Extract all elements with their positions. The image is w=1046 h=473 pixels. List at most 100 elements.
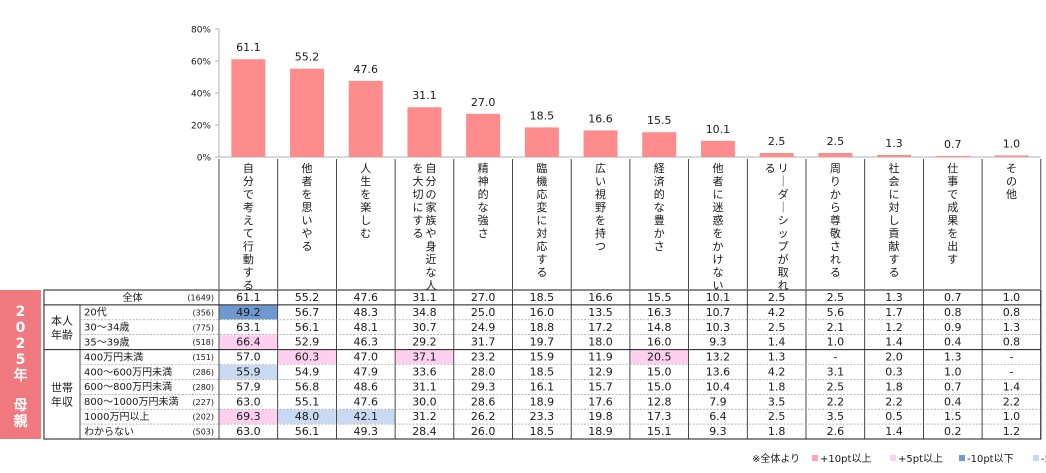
category-char: な <box>478 201 489 214</box>
row-n: (775) <box>192 323 214 332</box>
table-cell-value: 31.2 <box>412 410 437 423</box>
row-label: 全体 <box>123 291 143 304</box>
category-char: か <box>712 240 723 253</box>
category-char: 的 <box>654 187 665 201</box>
category-char: 行 <box>243 240 254 253</box>
table-cell-value: 10.7 <box>706 306 731 319</box>
table-cell-value: 25.0 <box>471 306 496 319</box>
table-cell-value: 2.2 <box>1003 395 1021 408</box>
table-cell-value: 1.4 <box>768 336 786 349</box>
category-char: 仕 <box>947 162 958 175</box>
category-char: る <box>889 266 900 279</box>
category-char: 他 <box>302 162 313 175</box>
category-char: 取 <box>778 266 789 279</box>
legend-label: +5pt以上 <box>898 453 943 465</box>
category-char: れ <box>830 253 841 266</box>
category-char: し <box>360 214 371 227</box>
row-label: 20代 <box>84 307 107 319</box>
category-char: 臨 <box>536 162 547 175</box>
legend-prefix: ※全体より <box>752 452 800 465</box>
table-cell-value: 42.1 <box>354 410 379 423</box>
category-char: シ <box>778 214 789 227</box>
legend-swatch <box>1033 455 1039 461</box>
table-cell-value: 1.0 <box>1003 291 1021 304</box>
table-cell-value: 15.7 <box>588 380 613 393</box>
category-char: な <box>654 201 665 214</box>
category-char: 迷 <box>712 201 723 214</box>
category-char: 機 <box>536 174 547 188</box>
table-cell-value: 20.5 <box>647 351 672 364</box>
table-cell-value: 15.0 <box>647 380 672 393</box>
table-cell-value: 47.6 <box>354 291 379 304</box>
table-cell-value: 9.3 <box>709 336 727 349</box>
row-n: (286) <box>192 368 214 377</box>
category-char: ら <box>830 201 841 214</box>
table-cell-value: 16.6 <box>588 291 613 304</box>
category-char: 惑 <box>712 213 723 227</box>
highlight-cell <box>336 409 395 424</box>
category-char: 貢 <box>889 227 900 240</box>
table-cell-value: 7.9 <box>709 395 727 408</box>
category-char: 事 <box>947 175 958 188</box>
category-char: で <box>947 188 958 201</box>
row-label: 800～1000万円未満 <box>84 396 179 408</box>
table-cell-value: 28.0 <box>471 366 496 379</box>
table-cell-value: 12.8 <box>647 395 672 408</box>
table-cell-value: 1.3 <box>1003 321 1021 334</box>
bar-value-label: 1.3 <box>885 137 903 150</box>
category-char: 楽 <box>360 201 371 214</box>
table-cell-value: 16.1 <box>530 380 555 393</box>
table-cell-value: 13.5 <box>588 306 613 319</box>
legend-label: +10pt以上 <box>820 453 871 465</box>
y-tick-label: 60% <box>191 58 211 68</box>
category-char: に <box>412 201 423 214</box>
table-cell-value: 31.1 <box>412 380 437 393</box>
category-char: さ <box>830 240 841 253</box>
category-char: で <box>243 188 254 201</box>
table-cell-value: 47.9 <box>354 366 379 379</box>
category-char: さ <box>478 227 489 240</box>
table-cell-value: 15.5 <box>647 291 672 304</box>
table-cell-value: 0.3 <box>885 366 903 379</box>
side-label-box <box>0 290 41 439</box>
category-char: 人 <box>360 162 371 175</box>
row-n: (518) <box>192 338 214 347</box>
table-cell-value: 18.8 <box>530 321 555 334</box>
category-char: 社 <box>889 161 900 175</box>
table-row: 30～34歳 (775) 63.1 56.1 48.1 30.7 24.9 18.8 17.2 1… <box>84 321 1020 334</box>
table-cell-value: 49.2 <box>236 306 261 319</box>
category-char: 済 <box>654 174 665 188</box>
table-row: 400～600万円未満 (286) 55.9 54.9 47.9 33.6 28.0 18.5… <box>84 365 1013 379</box>
category-char: 人 <box>425 279 436 292</box>
table-cell-value: 56.7 <box>295 306 320 319</box>
table-cell-value: 3.5 <box>827 410 845 423</box>
category-char: や <box>425 227 436 240</box>
category-char: 出 <box>947 239 958 253</box>
side-label-char: 母 <box>14 398 28 414</box>
table-cell-value: - <box>1009 351 1013 364</box>
category-char: プ <box>778 240 789 253</box>
table-cell-value: 6.4 <box>709 410 727 423</box>
highlight-cell <box>219 365 278 379</box>
category-char: ダ <box>778 187 789 201</box>
side-label-char: 0 <box>16 320 26 336</box>
group-label-line: 年齢 <box>51 327 73 341</box>
table-cell-value: 63.0 <box>236 395 261 408</box>
table-cell-value: 1.5 <box>944 410 962 423</box>
table-cell-value: 1.0 <box>1003 410 1021 423</box>
legend-label: -10pt以下 <box>967 454 1014 465</box>
highlight-cell <box>219 305 278 320</box>
table-cell-value: 46.3 <box>354 336 379 349</box>
category-char: リ <box>778 162 789 175</box>
table-cell-value: 9.3 <box>709 425 727 438</box>
table-cell-value: 16.0 <box>647 336 672 349</box>
table-cell-value: 1.0 <box>827 336 845 349</box>
table-cell-value: 1.0 <box>944 366 962 379</box>
table-cell-value: 18.5 <box>530 366 555 379</box>
table-cell-value: 1.3 <box>944 351 962 364</box>
